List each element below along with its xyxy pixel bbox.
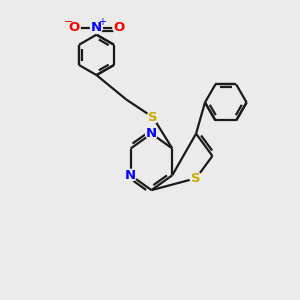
Text: O: O — [69, 21, 80, 34]
Text: S: S — [191, 172, 201, 185]
Circle shape — [125, 169, 136, 181]
Circle shape — [146, 128, 158, 140]
Text: +: + — [98, 16, 106, 27]
Circle shape — [113, 22, 125, 34]
Circle shape — [147, 111, 159, 123]
Text: N: N — [125, 169, 136, 182]
Text: N: N — [146, 127, 157, 140]
Text: N: N — [91, 21, 102, 34]
Text: O: O — [113, 21, 124, 34]
Text: S: S — [148, 111, 158, 124]
Text: −: − — [64, 16, 73, 27]
Circle shape — [91, 22, 102, 34]
Circle shape — [68, 22, 80, 34]
Circle shape — [190, 172, 202, 184]
